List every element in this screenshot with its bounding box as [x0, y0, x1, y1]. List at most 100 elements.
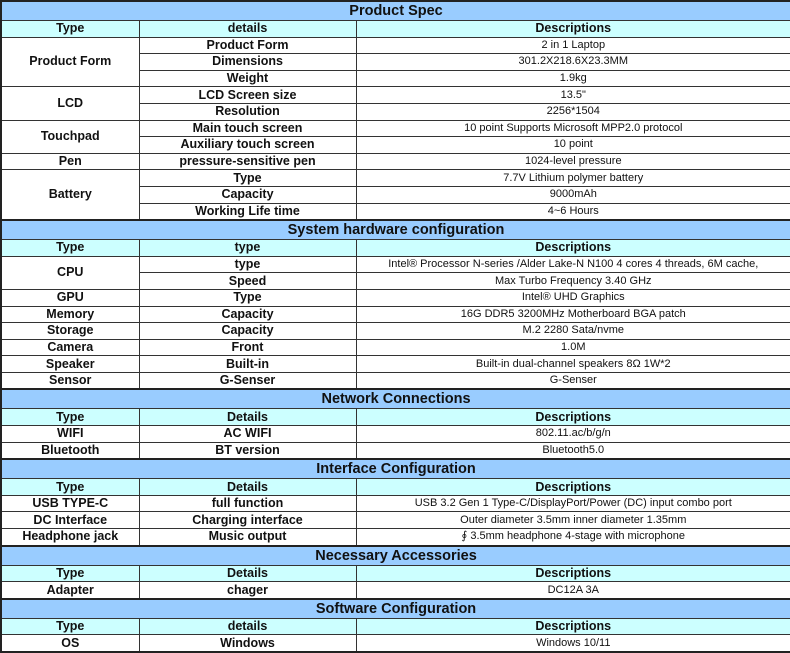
column-header: Type [0, 617, 140, 636]
column-header: Descriptions [355, 478, 790, 496]
type-cell: Memory [0, 305, 140, 324]
table-row: Touchpad Main touch screen 10 point Suppor… [0, 119, 790, 154]
detail-cell: type [138, 255, 357, 274]
table-row: WIFI AC WIFI 802.11.ac/b/g/n [0, 425, 790, 443]
type-cell: Touchpad [0, 119, 140, 154]
column-header-row: Type details Descriptions [0, 617, 790, 636]
description-cell: Intel® UHD Graphics [355, 288, 790, 307]
table-row: Speed Max Turbo Frequency 3.40 GHz [1, 272, 790, 290]
type-cell: Battery [0, 169, 140, 221]
table-row: LCD LCD Screen size 13.5" [0, 86, 790, 121]
detail-cell: Capacity [138, 305, 357, 324]
detail-cell: Windows [138, 634, 357, 653]
description-cell: 7.7V Lithium polymer battery [355, 169, 790, 187]
section-title: System hardware configuration [0, 219, 790, 241]
table-row: Adapter chager DC12A 3A [0, 581, 790, 600]
detail-cell: Product Form [138, 36, 357, 55]
description-cell: 9000mAh [355, 185, 790, 204]
type-cell: Storage [0, 322, 140, 340]
table-row: CPU type Intel® Processor N-series /Alder … [0, 255, 790, 290]
description-cell: 1.9kg [355, 69, 790, 88]
detail-cell: Type [138, 169, 357, 187]
detail-cell: G-Senser [138, 371, 357, 390]
detail-cell: Front [138, 338, 357, 357]
description-cell: Intel® Processor N-series /Alder Lake-N … [355, 255, 790, 274]
section-header: Software Configuration [0, 597, 790, 619]
type-cell: CPU [0, 255, 140, 290]
description-cell: Built-in dual-channel speakers 8Ω 1W*2 [355, 355, 790, 373]
detail-cell: Speed [138, 272, 357, 290]
table-row: Speaker Built-in Built-in dual-channel spe… [0, 355, 790, 373]
column-header: Type [0, 408, 140, 427]
table-row: Pen pressure-sensitive pen 1024-level pres… [0, 152, 790, 171]
table-row: Bluetooth BT version Bluetooth5.0 [0, 441, 790, 460]
detail-cell: pressure-sensitive pen [138, 152, 357, 171]
table-row: DC Interface Charging interface Outer diam… [0, 511, 790, 530]
type-cell: LCD [0, 86, 140, 121]
column-header: type [138, 239, 357, 257]
type-cell: OS [0, 634, 140, 653]
type-cell: GPU [0, 288, 140, 307]
description-cell: 2256*1504 [355, 102, 790, 121]
detail-cell: Capacity [138, 185, 357, 204]
detail-cell: Dimensions [138, 53, 357, 71]
type-cell: USB TYPE-C [0, 494, 140, 513]
detail-cell: Working Life time [138, 202, 357, 221]
column-header: details [138, 617, 357, 636]
column-header: Details [138, 564, 357, 583]
section-header: Product Spec [0, 0, 790, 21]
table-row: Auxiliary touch screen 10 point [1, 136, 790, 154]
section-title: Product Spec [0, 0, 790, 21]
description-cell: 10 point [355, 136, 790, 154]
type-cell: Headphone jack [0, 528, 140, 547]
section-title: Necessary Accessories [0, 544, 790, 566]
detail-cell: full function [138, 494, 357, 513]
description-cell: USB 3.2 Gen 1 Type-C/DisplayPort/Power (… [355, 494, 790, 513]
type-cell: DC Interface [0, 511, 140, 530]
description-cell: Max Turbo Frequency 3.40 GHz [355, 272, 790, 290]
section-title: Interface Configuration [0, 458, 790, 480]
detail-cell: Auxiliary touch screen [138, 136, 357, 154]
type-cell: Speaker [0, 355, 140, 373]
section-title: Network Connections [0, 388, 790, 410]
section-title: Software Configuration [0, 597, 790, 619]
type-cell: Bluetooth [0, 441, 140, 460]
description-cell: 13.5" [355, 86, 790, 104]
type-cell: Product Form [0, 36, 140, 88]
column-header: Descriptions [355, 564, 790, 583]
column-header: Descriptions [355, 408, 790, 427]
description-cell: M.2 2280 Sata/nvme [355, 322, 790, 340]
description-cell: 2 in 1 Laptop [355, 36, 790, 55]
column-header-row: Type Details Descriptions [0, 564, 790, 583]
description-cell: 16G DDR5 3200MHz Motherboard BGA patch [355, 305, 790, 324]
detail-cell: Capacity [138, 322, 357, 340]
description-cell: 301.2X218.6X23.3MM [355, 53, 790, 71]
column-header-row: Type type Descriptions [0, 239, 790, 257]
table-row: Camera Front 1.0M [0, 338, 790, 357]
column-header-row: Type Details Descriptions [0, 408, 790, 427]
description-cell: 10 point Supports Microsoft MPP2.0 proto… [355, 119, 790, 138]
column-header: Descriptions [355, 617, 790, 636]
detail-cell: chager [138, 581, 357, 600]
description-cell: DC12A 3A [355, 581, 790, 600]
description-cell: 802.11.ac/b/g/n [355, 425, 790, 443]
detail-cell: Music output [138, 528, 357, 547]
table-row: Sensor G-Senser G-Senser [0, 371, 790, 390]
column-header-row: Type details Descriptions [0, 20, 790, 38]
detail-cell: Resolution [138, 102, 357, 121]
detail-cell: Built-in [138, 355, 357, 373]
table-row: GPU Type Intel® UHD Graphics [0, 288, 790, 307]
column-header: Details [138, 478, 357, 496]
detail-cell: AC WIFI [138, 425, 357, 443]
description-cell: G-Senser [355, 371, 790, 390]
column-header: Type [0, 239, 140, 257]
description-cell: Outer diameter 3.5mm inner diameter 1.35… [355, 511, 790, 530]
column-header: Descriptions [355, 239, 790, 257]
table-row: USB TYPE-C full function USB 3.2 Gen 1 Typ… [0, 494, 790, 513]
section-header: Interface Configuration [0, 458, 790, 480]
type-cell: Adapter [0, 581, 140, 600]
table-row: Memory Capacity 16G DDR5 3200MHz Motherboa… [0, 305, 790, 324]
type-cell: Sensor [0, 371, 140, 390]
column-header: Type [0, 20, 140, 38]
